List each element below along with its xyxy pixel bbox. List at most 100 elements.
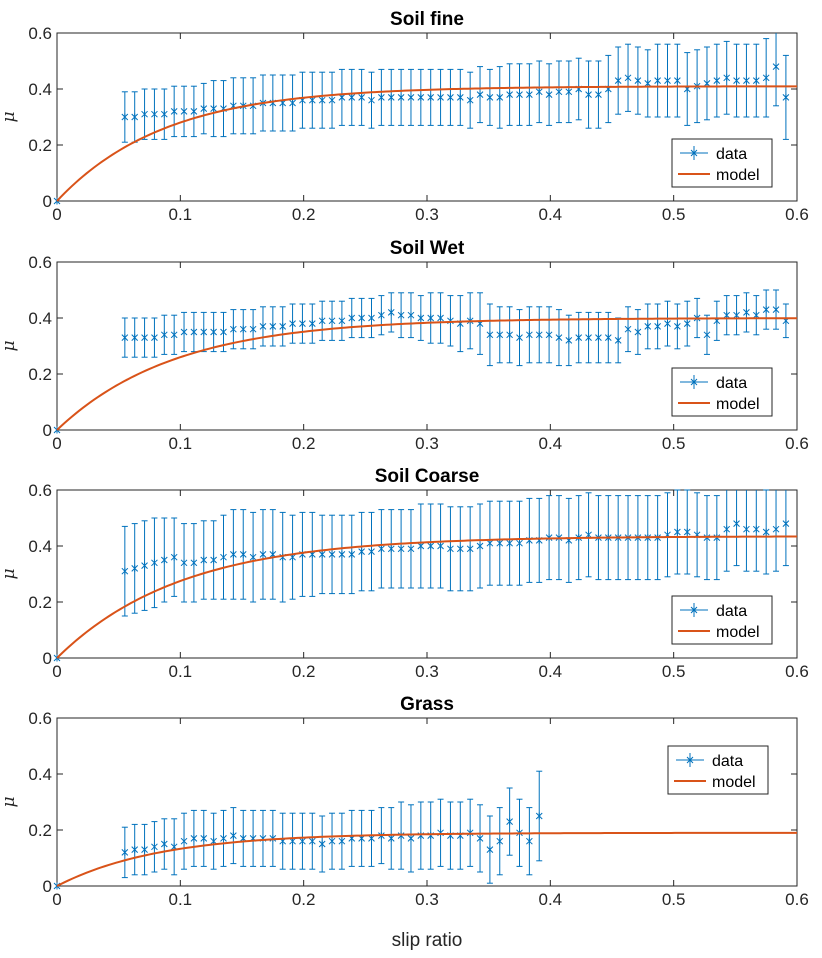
x-tick-label: 0.1 (169, 662, 193, 681)
data-point (506, 818, 513, 826)
chart-title: Soil Coarse (375, 466, 480, 487)
data-point (397, 545, 405, 553)
data-point (466, 545, 474, 553)
data-point (407, 834, 415, 842)
y-tick-label: 0.2 (28, 593, 52, 612)
data-point (151, 843, 158, 851)
x-tick-label: 0.6 (785, 890, 809, 909)
x-tick-label: 0 (52, 890, 61, 909)
y-tick-label: 0.4 (28, 309, 52, 328)
data-point (220, 834, 227, 842)
data-point (752, 77, 760, 85)
data-point (368, 314, 375, 322)
data-point (674, 77, 681, 85)
data-point (318, 550, 326, 558)
data-point (387, 93, 395, 101)
y-tick-label: 0 (43, 192, 52, 211)
data-point (328, 550, 336, 558)
data-point (397, 93, 405, 101)
data-point (417, 314, 425, 322)
y-tick-label: 0.6 (28, 253, 52, 272)
data-point (160, 840, 168, 848)
data-point (743, 525, 750, 533)
x-tick-label: 0 (52, 434, 61, 453)
data-point (723, 74, 731, 82)
data-point (151, 110, 158, 118)
data-point (506, 539, 513, 547)
data-point (506, 91, 513, 99)
data-point (131, 564, 139, 572)
model-curve (56, 85, 797, 202)
data-point (328, 317, 336, 325)
data-point (604, 334, 612, 342)
data-point (308, 96, 316, 104)
x-tick-label: 0.6 (785, 434, 809, 453)
data-point (230, 550, 237, 558)
data-point (328, 96, 336, 104)
data-point (634, 77, 642, 85)
x-tick-label: 0.6 (785, 662, 809, 681)
data-point (279, 322, 287, 330)
data-point (496, 93, 504, 101)
data-point (121, 848, 129, 856)
data-point (358, 548, 365, 556)
data-point (762, 74, 770, 82)
y-tick-label: 0.6 (28, 24, 52, 43)
chart-panel-3: 0 0.1 0.2 0.3 0.4 0.5 0.6 0 0.2 0.4 0.6 Grass μ slip … (0, 694, 809, 951)
data-point (200, 328, 208, 336)
y-axis-label: μ (0, 568, 19, 579)
data-point (634, 328, 642, 336)
data-point (762, 528, 770, 536)
data-point (526, 837, 533, 845)
data-point (535, 812, 543, 820)
data-point (289, 320, 296, 328)
data-point (683, 528, 691, 536)
data-point (131, 113, 139, 121)
data-point (565, 336, 573, 344)
legend-label-data: data (716, 603, 747, 620)
data-point (299, 320, 306, 328)
data-point (121, 113, 129, 121)
data-point (180, 559, 188, 567)
data-point (417, 542, 425, 550)
data-point (378, 93, 385, 101)
y-tick-label: 0.4 (28, 80, 52, 99)
data-point (476, 542, 484, 550)
data-point (259, 322, 267, 330)
x-tick-label: 0.1 (169, 434, 193, 453)
data-point (506, 331, 513, 339)
data-point (210, 105, 217, 113)
data-point (210, 556, 217, 564)
x-tick-label: 0.5 (662, 205, 686, 224)
legend: data model (671, 595, 773, 645)
data-point (516, 539, 523, 547)
data-point (575, 334, 583, 342)
data-point (407, 93, 415, 101)
legend-box (671, 138, 773, 188)
data-point (526, 331, 533, 339)
data-point (299, 837, 306, 845)
data-point (318, 96, 326, 104)
x-tick-label: 0 (52, 205, 61, 224)
y-axis-label: μ (0, 340, 19, 351)
data-point (456, 545, 464, 553)
legend-data-marker (690, 606, 698, 614)
data-point (348, 93, 356, 101)
data-point (624, 74, 632, 82)
data-point (121, 334, 129, 342)
chart-title: Soil fine (390, 9, 464, 30)
data-point (427, 542, 435, 550)
x-tick-label: 0.2 (292, 434, 316, 453)
data-point (259, 550, 267, 558)
y-tick-label: 0.2 (28, 136, 52, 155)
data-point (387, 308, 395, 316)
x-tick-label: 0.2 (292, 662, 316, 681)
y-tick-label: 0.4 (28, 765, 52, 784)
x-tick-label: 0.3 (415, 662, 439, 681)
data-point (220, 553, 227, 561)
data-point (338, 550, 346, 558)
data-point (486, 539, 494, 547)
data-point (614, 336, 622, 344)
data-point (782, 93, 790, 101)
x-tick-label: 0.5 (662, 434, 686, 453)
